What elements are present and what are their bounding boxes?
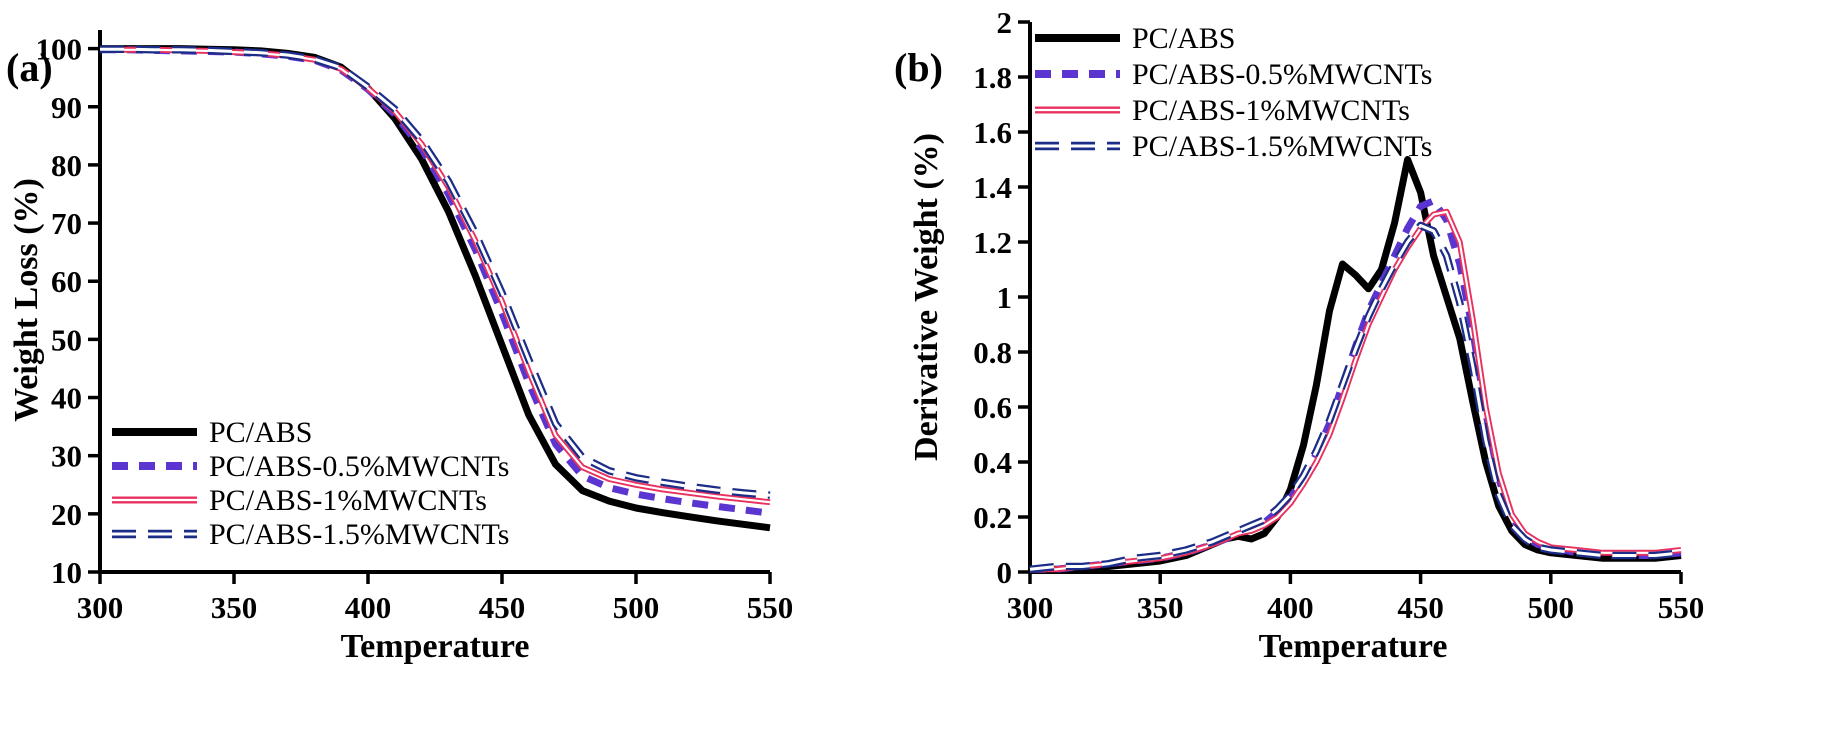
panel-b-x-axis-title: Temperature (1258, 628, 1448, 665)
svg-text:500: 500 (1528, 590, 1575, 625)
svg-text:80: 80 (51, 148, 82, 183)
panel-a: (a) Weight Loss (%) 300 350 400 450 500 550 10… (0, 0, 900, 734)
svg-text:90: 90 (51, 90, 82, 125)
svg-text:0.4: 0.4 (973, 445, 1012, 480)
svg-text:550: 550 (747, 590, 794, 625)
series-curve (1029, 221, 1682, 574)
svg-text:PC/ABS-0.5%MWCNTs: PC/ABS-0.5%MWCNTs (209, 450, 509, 483)
series-curve (1030, 208, 1682, 573)
svg-text:1.6: 1.6 (973, 115, 1012, 150)
legend: PC/ABSPC/ABS-0.5%MWCNTsPC/ABS-1%MWCNTsPC… (112, 416, 509, 551)
svg-text:10: 10 (51, 555, 82, 590)
panel-a-x-axis-title: Temperature (340, 628, 530, 665)
svg-text:0.2: 0.2 (973, 500, 1012, 535)
svg-text:500: 500 (613, 590, 660, 625)
x-tick-labels: 300 350 400 450 500 550 (1007, 572, 1705, 625)
svg-text:30: 30 (51, 439, 82, 474)
series-curve (100, 46, 771, 517)
svg-text:60: 60 (51, 264, 82, 299)
svg-text:1: 1 (997, 280, 1013, 315)
series-curve (100, 45, 771, 499)
svg-text:450: 450 (1397, 590, 1444, 625)
svg-text:PC/ABS-1%MWCNTs: PC/ABS-1%MWCNTs (209, 484, 487, 517)
svg-text:50: 50 (51, 322, 82, 357)
svg-text:100: 100 (36, 32, 83, 67)
panel-b-label: (b) (894, 45, 943, 90)
svg-text:300: 300 (1007, 590, 1054, 625)
svg-text:2: 2 (997, 5, 1013, 40)
axes (98, 30, 770, 574)
x-tick-labels: 300 350 400 450 500 550 (77, 572, 794, 625)
svg-text:PC/ABS-1%MWCNTs: PC/ABS-1%MWCNTs (1132, 94, 1410, 127)
svg-text:0.8: 0.8 (973, 335, 1012, 370)
svg-text:PC/ABS: PC/ABS (209, 416, 312, 449)
derivative-weight-plot: 300 350 400 450 500 550 0 0.2 0.4 0.6 0.8 1 1.2 1.4 1.… (973, 5, 1705, 625)
svg-text:PC/ABS: PC/ABS (1132, 22, 1235, 55)
weight-loss-plot: 300 350 400 450 500 550 10 20 30 40 50 60 70 80 90 100 P… (36, 30, 794, 625)
svg-text:400: 400 (1267, 590, 1314, 625)
svg-text:450: 450 (479, 590, 526, 625)
svg-text:20: 20 (51, 497, 82, 532)
svg-text:350: 350 (211, 590, 258, 625)
svg-text:PC/ABS-1.5%MWCNTs: PC/ABS-1.5%MWCNTs (1132, 130, 1432, 163)
panel-b: (b) Derivative Weight (%) 300 350 400 450 50… (894, 0, 1831, 734)
y-tick-labels: 0 0.2 0.4 0.6 0.8 1 1.2 1.4 1.6 1.8 2 (973, 5, 1030, 590)
legend: PC/ABSPC/ABS-0.5%MWCNTsPC/ABS-1%MWCNTsPC… (1035, 22, 1432, 163)
y-tick-labels: 10 20 30 40 50 60 70 80 90 100 (36, 32, 100, 590)
svg-text:300: 300 (77, 590, 124, 625)
svg-text:0.6: 0.6 (973, 390, 1012, 425)
svg-text:70: 70 (51, 206, 82, 241)
svg-text:PC/ABS-1.5%MWCNTs: PC/ABS-1.5%MWCNTs (209, 518, 509, 551)
svg-text:550: 550 (1658, 590, 1705, 625)
svg-text:40: 40 (51, 381, 82, 416)
series-curve (99, 46, 771, 506)
svg-text:400: 400 (345, 590, 392, 625)
panel-b-y-axis-title: Derivative Weight (%) (908, 133, 945, 461)
svg-text:1.8: 1.8 (973, 60, 1012, 95)
series-curve (1030, 197, 1682, 573)
panel-a-label: (a) (6, 45, 53, 90)
svg-text:1.2: 1.2 (973, 225, 1012, 260)
svg-text:0: 0 (997, 555, 1013, 590)
svg-text:350: 350 (1137, 590, 1184, 625)
panel-a-y-axis-title: Weight Loss (%) (8, 178, 45, 422)
svg-text:1.4: 1.4 (973, 170, 1012, 205)
svg-text:PC/ABS-0.5%MWCNTs: PC/ABS-0.5%MWCNTs (1132, 58, 1432, 91)
